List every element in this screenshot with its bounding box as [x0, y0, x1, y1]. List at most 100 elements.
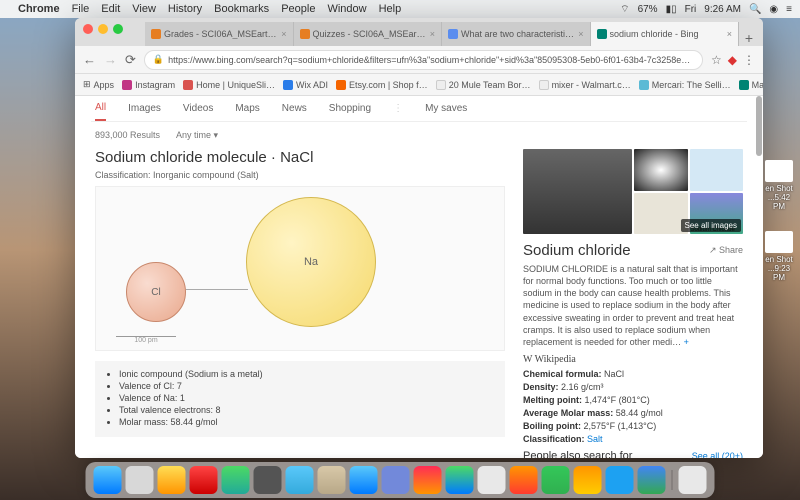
notifications-icon[interactable]: ≡ [786, 4, 792, 15]
menu-icon[interactable]: ⋮ [743, 53, 755, 67]
dock-app-3[interactable] [190, 466, 218, 494]
close-icon[interactable]: × [281, 29, 286, 39]
see-all-related[interactable]: See all (20+) [692, 451, 743, 458]
apps-button[interactable]: ⊞ Apps [83, 79, 114, 90]
dock-app-16[interactable] [606, 466, 634, 494]
dock-app-18[interactable] [679, 466, 707, 494]
bookmarks-bar: ⊞ Apps Instagram Home | UniqueSli… Wix A… [75, 74, 763, 96]
result-count: 893,000 Results [95, 130, 160, 141]
tab-brainly[interactable]: What are two characteristics c…× [442, 22, 591, 46]
close-icon[interactable]: × [578, 29, 583, 39]
tab-images[interactable]: Images [128, 103, 161, 114]
tab-bing[interactable]: sodium chloride - Bing× [591, 22, 740, 46]
dock-app-7[interactable] [318, 466, 346, 494]
bookmark-mercari[interactable]: Mercari: The Selli… [639, 80, 731, 90]
bookmark-wix[interactable]: Wix ADI [283, 80, 328, 90]
extension-icon[interactable]: ◆ [728, 53, 737, 67]
time-filter[interactable]: Any time ▾ [176, 130, 218, 141]
tab-grades[interactable]: Grades - SCI06A_MSEarthSci…× [145, 22, 294, 46]
bookmark-instagram[interactable]: Instagram [122, 80, 175, 90]
dock-app-2[interactable] [158, 466, 186, 494]
siri-icon[interactable]: ◉ [769, 4, 778, 15]
dock-app-14[interactable] [542, 466, 570, 494]
fact-item: Valence of Cl: 7 [119, 381, 495, 391]
screenshot-file-2[interactable]: en Shot...9:23 PM [762, 231, 796, 282]
tab-all[interactable]: All [95, 96, 106, 121]
kb-properties: Chemical formula: NaCl Density: 2.16 g/c… [523, 369, 743, 444]
menu-window[interactable]: Window [327, 3, 366, 15]
molecule-facts: Ionic compound (Sodium is a metal) Valen… [95, 361, 505, 437]
fact-item: Total valence electrons: 8 [119, 405, 495, 415]
dock-app-6[interactable] [286, 466, 314, 494]
mac-dock [86, 462, 715, 498]
dock-app-1[interactable] [126, 466, 154, 494]
tab-shopping[interactable]: Shopping [329, 103, 371, 114]
bookmark-walmart[interactable]: mixer - Walmart.c… [539, 80, 631, 90]
menu-file[interactable]: File [72, 3, 90, 15]
wifi-icon[interactable]: ⌔ [620, 3, 629, 16]
bookmark-etsy[interactable]: Etsy.com | Shop f… [336, 80, 428, 90]
battery-pct: 67% [638, 4, 658, 15]
tab-news[interactable]: News [282, 103, 307, 114]
address-bar[interactable]: 🔒 https://www.bing.com/search?q=sodium+c… [144, 50, 703, 70]
bookmark-uniquesli[interactable]: Home | UniqueSli… [183, 80, 275, 90]
dock-app-8[interactable] [350, 466, 378, 494]
tab-maps[interactable]: Maps [235, 103, 259, 114]
tab-videos[interactable]: Videos [183, 103, 213, 114]
dock-app-12[interactable] [478, 466, 506, 494]
traffic-lights[interactable] [83, 24, 123, 34]
dock-app-0[interactable] [94, 466, 122, 494]
kb-image[interactable] [523, 149, 632, 234]
dock-app-13[interactable] [510, 466, 538, 494]
back-button[interactable]: ← [83, 52, 96, 67]
dock-app-10[interactable] [414, 466, 442, 494]
bookmark-borax[interactable]: 20 Mule Team Bor… [436, 80, 531, 90]
clock-time: 9:26 AM [704, 4, 741, 15]
wikipedia-link[interactable]: W Wikipedia [523, 354, 743, 365]
screenshot-file-1[interactable]: en Shot...5:42 PM [762, 160, 796, 211]
menu-history[interactable]: History [168, 3, 202, 15]
menu-bookmarks[interactable]: Bookmarks [214, 3, 269, 15]
see-all-images[interactable]: See all images [681, 219, 741, 232]
close-icon[interactable]: × [727, 29, 732, 39]
reload-button[interactable]: ⟳ [125, 52, 136, 68]
menu-edit[interactable]: Edit [101, 3, 120, 15]
dock-app-9[interactable] [382, 466, 410, 494]
menu-app[interactable]: Chrome [18, 3, 60, 15]
kb-image[interactable] [634, 193, 688, 235]
desktop-icons: en Shot...5:42 PM en Shot...9:23 PM [762, 160, 796, 282]
share-button[interactable]: ↗ Share [709, 245, 743, 256]
clock-day: Fri [685, 4, 697, 15]
url-text: https://www.bing.com/search?q=sodium+chl… [168, 55, 694, 65]
lock-icon: 🔒 [153, 54, 164, 65]
menu-view[interactable]: View [132, 3, 156, 15]
star-icon[interactable]: ☆ [711, 53, 722, 67]
tab-bar: Grades - SCI06A_MSEarthSci…× Quizzes - S… [75, 18, 763, 46]
kb-image[interactable] [690, 149, 744, 191]
dock-app-11[interactable] [446, 466, 474, 494]
classification-link[interactable]: Salt [587, 434, 603, 444]
menu-help[interactable]: Help [379, 3, 402, 15]
dock-app-5[interactable] [254, 466, 282, 494]
molecule-classification: Classification: Inorganic compound (Salt… [95, 170, 505, 180]
dock-app-15[interactable] [574, 466, 602, 494]
menu-people[interactable]: People [281, 3, 315, 15]
battery-icon: ▮▯ [666, 4, 677, 15]
search-tabs: All Images Videos Maps News Shopping ⋮ M… [91, 96, 747, 122]
image-grid[interactable]: Sodium Chloride See all images [523, 149, 743, 234]
dock-app-17[interactable] [638, 466, 666, 494]
molecule-title: Sodium chloride molecule · NaCl [95, 149, 505, 166]
new-tab-button[interactable]: + [739, 30, 759, 46]
fact-item: Molar mass: 58.44 g/mol [119, 417, 495, 427]
tab-mysaves[interactable]: My saves [425, 103, 467, 114]
kb-description: SODIUM CHLORIDE is a natural salt that i… [523, 263, 743, 348]
expand-desc[interactable]: + [684, 337, 689, 347]
atom-cl: Cl [126, 262, 186, 322]
dock-app-4[interactable] [222, 466, 250, 494]
bing-promo[interactable]: Make Bing your search engine [739, 80, 763, 90]
close-icon[interactable]: × [430, 29, 435, 39]
kb-image[interactable] [634, 149, 688, 191]
forward-button[interactable]: → [104, 52, 117, 67]
spotlight-icon[interactable]: 🔍 [749, 4, 761, 15]
tab-quizzes[interactable]: Quizzes - SCI06A_MSEarthSci…× [294, 22, 443, 46]
